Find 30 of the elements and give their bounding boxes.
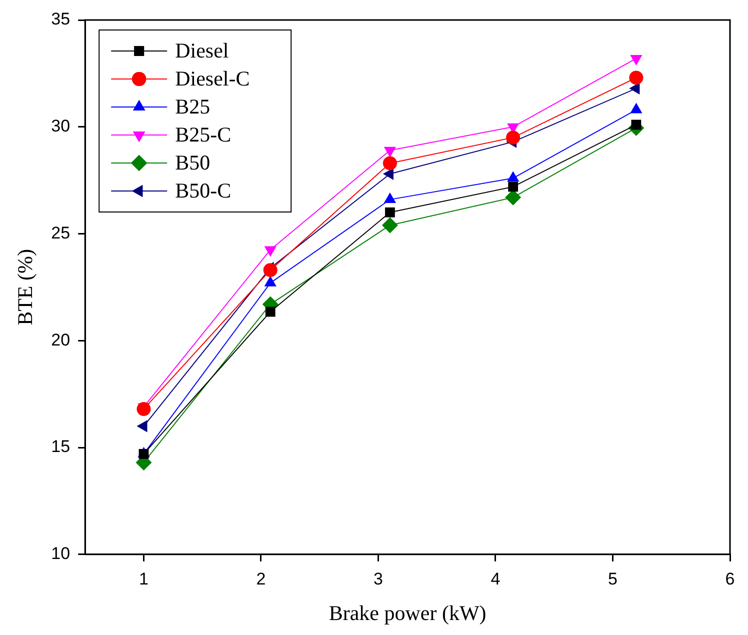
point xyxy=(265,306,276,317)
x-tick-label: 1 xyxy=(139,569,148,588)
point xyxy=(385,207,395,218)
legend-label: B25-C xyxy=(175,122,232,147)
x-tick-label: 3 xyxy=(374,569,383,588)
y-tick-label: 20 xyxy=(51,330,70,350)
point xyxy=(136,402,151,416)
legend-label: B50 xyxy=(175,150,210,175)
y-axis-title: BTE (%) xyxy=(13,248,38,326)
legend-label: B50-C xyxy=(175,178,232,203)
y-tick-label: 30 xyxy=(51,116,70,136)
y-tick-label: 25 xyxy=(51,223,70,242)
point xyxy=(506,130,520,145)
x-tick-label: 2 xyxy=(256,569,266,588)
point xyxy=(263,263,278,278)
y-tick-label: 15 xyxy=(51,437,70,456)
point xyxy=(382,217,398,234)
point xyxy=(508,182,518,192)
x-axis-title: Brake power (kW) xyxy=(328,600,486,625)
x-tick-label: 5 xyxy=(608,569,618,588)
point xyxy=(631,120,642,130)
x-tick-label: 4 xyxy=(490,569,500,588)
y-tick-label: 35 xyxy=(51,10,70,29)
point xyxy=(382,156,397,170)
legend-label: Diesel xyxy=(175,38,229,63)
legend-label: B25 xyxy=(175,94,210,119)
x-tick-label: 6 xyxy=(725,569,735,588)
point xyxy=(629,70,644,85)
y-tick-label: 10 xyxy=(51,544,70,564)
legend-label: Diesel-C xyxy=(175,66,250,91)
